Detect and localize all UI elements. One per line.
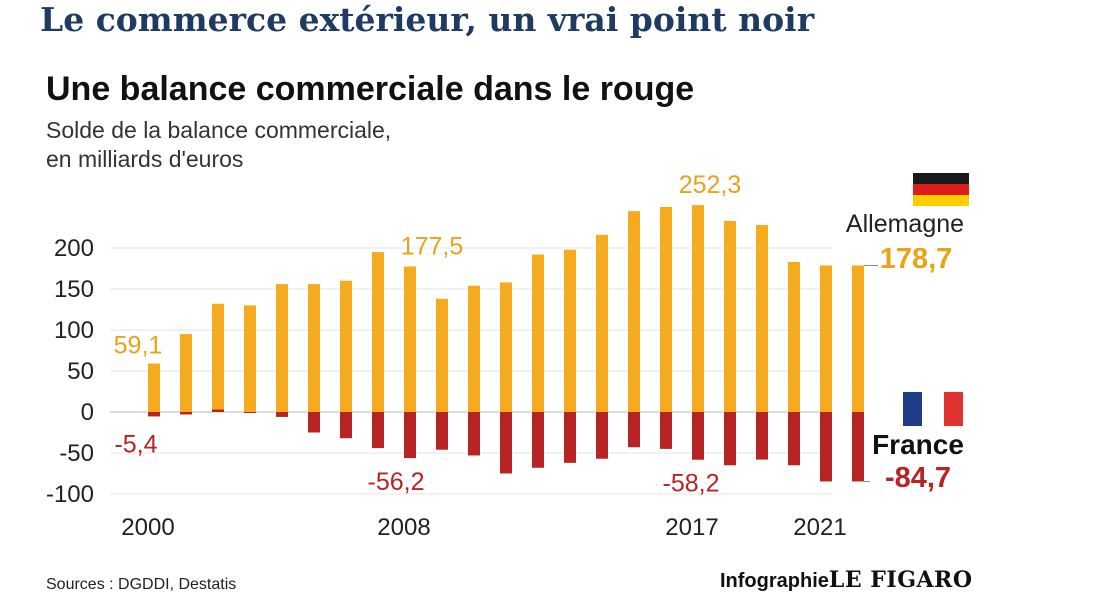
- y-tick-label: 150: [54, 276, 94, 303]
- subtitle-line-1: Solde de la balance commerciale,: [46, 117, 392, 143]
- bar-allemagne-2022: [852, 265, 864, 412]
- subtitle-line-2: en milliards d'euros: [46, 146, 244, 172]
- x-tick-label: 2008: [377, 514, 430, 541]
- bar-france-2020: [788, 412, 800, 466]
- data-labels: 59,1 177,5 252,3 -5,4 -56,2 -58,2: [114, 171, 742, 498]
- y-tick-label: 0: [81, 399, 94, 426]
- france-label: France: [872, 429, 964, 460]
- bar-allemagne-2010: [468, 285, 480, 412]
- bar-france-2001: [180, 412, 192, 415]
- bar-france-2007: [372, 412, 384, 449]
- y-axis-ticks: 200 150 100 50 0 -50 -100: [46, 235, 94, 508]
- bar-france-2000: [148, 412, 160, 417]
- bar-france-2022: [852, 412, 864, 482]
- bar-france-2012: [532, 412, 544, 468]
- bar-allemagne-2015: [628, 211, 640, 412]
- bar-france-2009: [436, 412, 448, 450]
- bar-allemagne-2001: [180, 334, 192, 412]
- chart-title: Une balance commerciale dans le rouge: [46, 70, 695, 108]
- data-label: -58,2: [663, 470, 720, 498]
- chart-subtitle: Solde de la balance commerciale, en mill…: [46, 116, 391, 174]
- bar-france-2010: [468, 412, 480, 456]
- bar-allemagne-2003: [244, 305, 256, 412]
- bar-france-2014: [596, 412, 608, 459]
- france-flag-icon: [903, 392, 963, 426]
- bar-allemagne-2011: [500, 282, 512, 412]
- source-note: Sources : DGDDI, Destatis: [46, 576, 237, 593]
- bar-allemagne-2021: [820, 265, 832, 412]
- bar-france-2015: [628, 412, 640, 448]
- bar-allemagne-2013: [564, 249, 576, 412]
- y-tick-label: 200: [54, 235, 94, 262]
- x-tick-label: 2021: [793, 514, 846, 541]
- bar-allemagne-2009: [436, 298, 448, 412]
- allemagne-final-value: 178,7: [880, 243, 953, 275]
- y-tick-label: 100: [54, 317, 94, 344]
- bar-allemagne-2008: [404, 266, 416, 412]
- bar-allemagne-2012: [532, 254, 544, 412]
- germany-flag-icon: [913, 173, 969, 206]
- x-tick-label: 2000: [121, 514, 174, 541]
- y-tick-label: 50: [67, 358, 94, 385]
- bar-france-2021: [820, 412, 832, 482]
- bar-allemagne-2006: [340, 280, 352, 412]
- bar-france-2008: [404, 412, 416, 459]
- bars: [148, 205, 864, 482]
- bar-allemagne-2019: [756, 225, 768, 412]
- bar-france-2016: [660, 412, 672, 449]
- bar-france-2019: [756, 412, 768, 460]
- data-label: 252,3: [679, 171, 742, 199]
- bar-france-2013: [564, 412, 576, 463]
- data-label: 59,1: [114, 332, 163, 360]
- bar-allemagne-2018: [724, 220, 736, 412]
- bar-france-2017: [692, 412, 704, 460]
- x-axis-ticks: 2000 2008 2017 2021: [121, 514, 846, 541]
- bar-allemagne-2004: [276, 284, 288, 412]
- data-label: -5,4: [114, 430, 157, 458]
- france-final-value: -84,7: [885, 462, 951, 494]
- data-label: -56,2: [368, 468, 425, 496]
- data-label: 177,5: [401, 232, 464, 260]
- y-tick-label: -50: [59, 440, 94, 467]
- bar-france-2006: [340, 412, 352, 439]
- bar-allemagne-2000: [148, 363, 160, 412]
- bar-allemagne-2017: [692, 205, 704, 412]
- bar-allemagne-2014: [596, 234, 608, 412]
- x-tick-label: 2017: [665, 514, 718, 541]
- bar-allemagne-2016: [660, 207, 672, 412]
- bar-allemagne-2007: [372, 252, 384, 412]
- bar-france-2004: [276, 412, 288, 417]
- y-tick-label: -100: [46, 481, 94, 508]
- bar-france-2011: [500, 412, 512, 474]
- allemagne-label: Allemagne: [846, 210, 964, 238]
- bar-france-2005: [308, 412, 320, 433]
- brand-logo: LE FIGARO: [828, 567, 973, 593]
- bar-allemagne-2002: [212, 303, 224, 412]
- bar-france-2018: [724, 412, 736, 466]
- bar-allemagne-2020: [788, 261, 800, 412]
- bar-france-2003: [244, 412, 256, 413]
- credit-prefix: Infographie: [720, 570, 829, 592]
- bar-france-2002: [212, 409, 224, 412]
- page-headline: Le commerce extérieur, un vrai point noi…: [40, 0, 815, 39]
- credit: InfographieLE FIGARO: [720, 567, 973, 593]
- bar-allemagne-2005: [308, 284, 320, 412]
